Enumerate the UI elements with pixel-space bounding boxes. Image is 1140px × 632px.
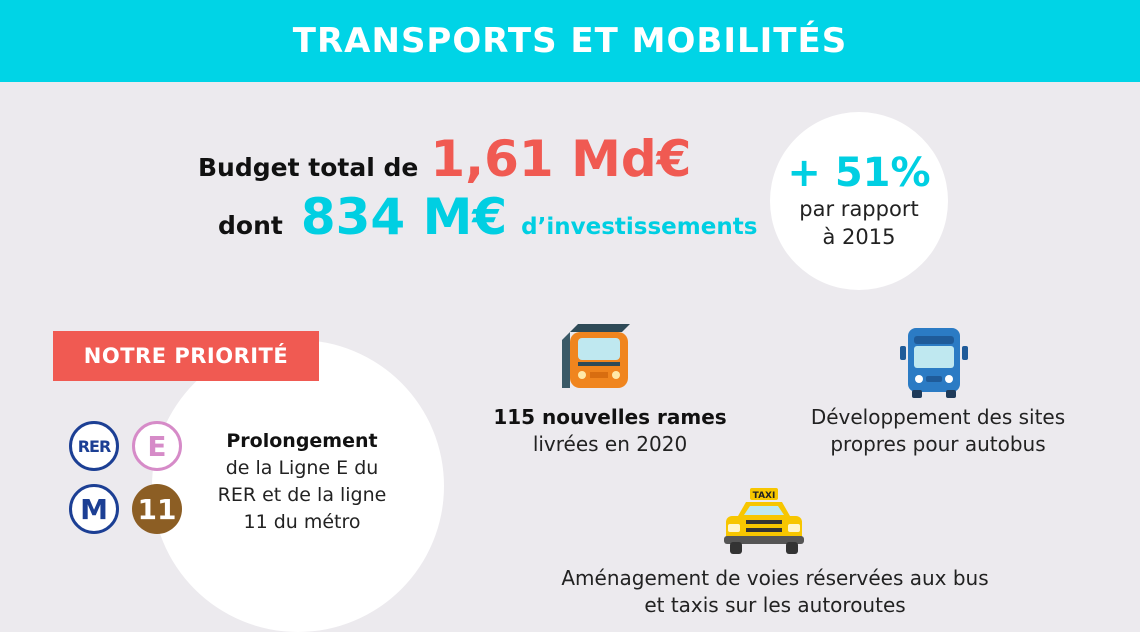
taxi-icon: TAXI	[724, 488, 804, 554]
priority-description: Prolongement de la Ligne E du RER et de …	[214, 428, 390, 536]
taxi-feature-text: Aménagement de voies réservées aux bus e…	[561, 566, 989, 617]
bus-icon	[900, 328, 968, 398]
train-icon	[562, 324, 630, 388]
budget-total-label: Budget total de	[198, 153, 419, 182]
taxi-sign-text: TAXI	[753, 491, 776, 501]
metro-badge-icon: M	[69, 484, 119, 534]
budget-invest-prefix: dont	[218, 211, 283, 240]
budget-invest-value: 834 M€	[300, 188, 508, 246]
priority-label: NOTRE PRIORITÉ	[53, 331, 319, 381]
trains-feature: 115 nouvelles rames livrées en 2020	[480, 404, 740, 458]
budget-invest-label: d’investissements	[521, 214, 758, 240]
growth-circle: + 51% par rapport à 2015	[770, 112, 948, 290]
page-title: TRANSPORTS ET MOBILITÉS	[292, 21, 848, 61]
priority-circle	[152, 340, 444, 632]
trains-text: livrées en 2020	[532, 432, 688, 456]
growth-value: + 51%	[787, 150, 931, 196]
growth-line2: à 2015	[822, 225, 896, 249]
header-banner: TRANSPORTS ET MOBILITÉS	[0, 0, 1140, 82]
line-11-badge-icon: 11	[132, 484, 182, 534]
priority-heading: Prolongement	[226, 430, 378, 452]
rer-badge-icon: RER	[69, 421, 119, 471]
budget-total-value: 1,61 Md€	[430, 130, 692, 188]
growth-line1: par rapport	[799, 197, 919, 221]
line-e-badge-icon: E	[132, 421, 182, 471]
budget-invest-line: dont 834 M€ d’investissements	[218, 188, 757, 252]
priority-text: de la Ligne E du RER et de la ligne 11 d…	[217, 457, 387, 533]
trains-count: 115 nouvelles rames	[493, 405, 727, 429]
bus-feature-text: Développement des sites propres pour aut…	[810, 405, 1066, 456]
budget-total-line: Budget total de 1,61 Md€	[198, 130, 691, 194]
